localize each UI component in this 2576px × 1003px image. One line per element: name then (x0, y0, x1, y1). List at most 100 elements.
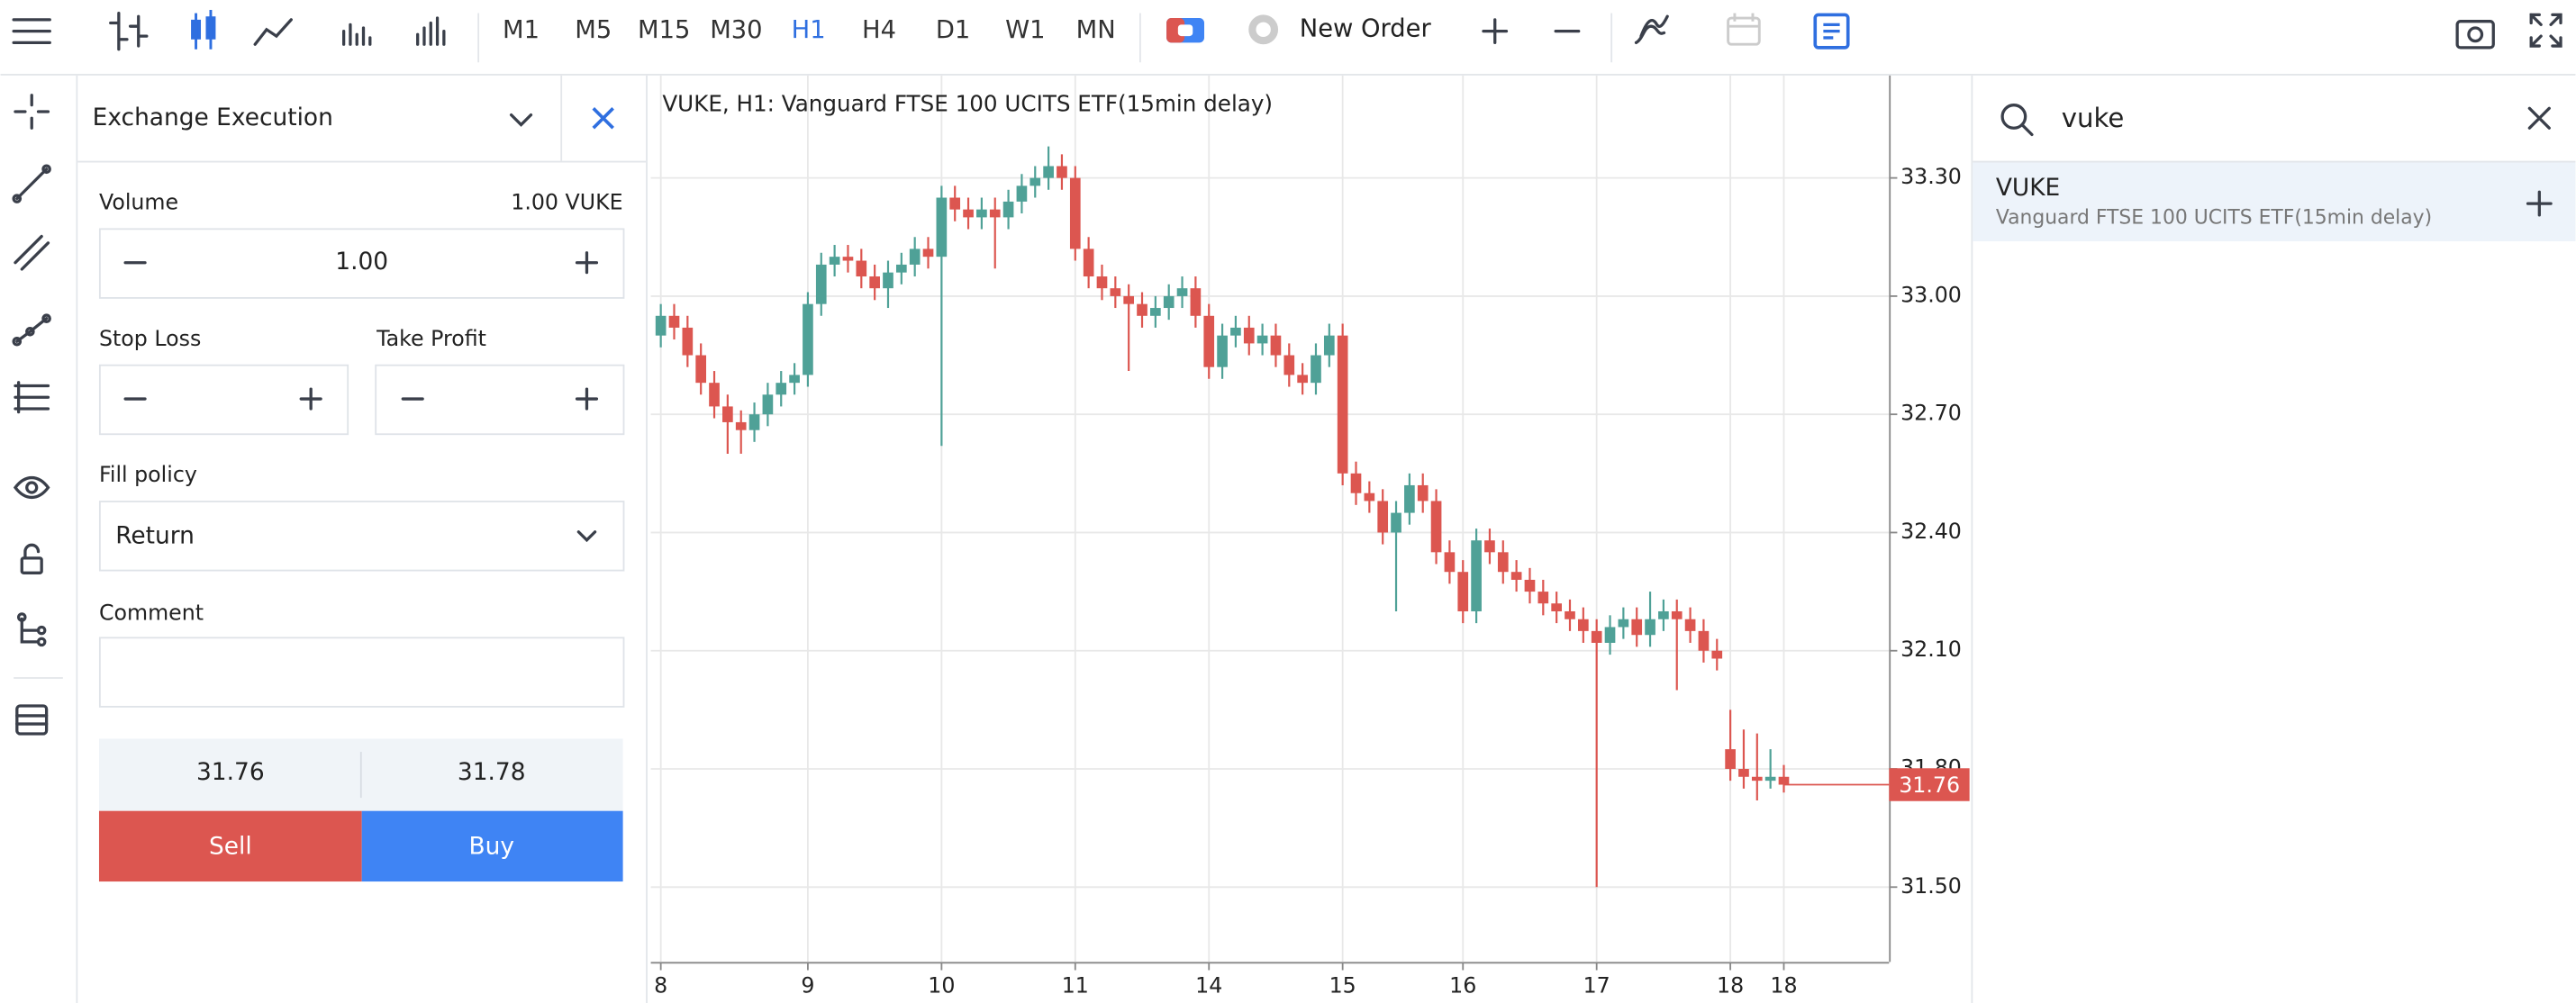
candle-body (1391, 512, 1401, 533)
select-chevron[interactable] (576, 530, 597, 543)
y-tick-label: 32.40 (1900, 519, 1962, 544)
calendar-icon[interactable] (1727, 13, 1761, 46)
candle-body (1217, 335, 1228, 367)
close-icon[interactable] (592, 107, 614, 130)
pitchfork-icon[interactable] (12, 313, 51, 347)
candle-body (883, 272, 893, 289)
fibonacci-icon[interactable] (14, 381, 50, 414)
one-click-icon[interactable] (1166, 18, 1205, 43)
volume-icon[interactable] (341, 23, 372, 46)
trendline-icon[interactable] (12, 164, 51, 203)
zoom-in-icon[interactable] (1482, 18, 1509, 45)
candle-body (1270, 335, 1282, 356)
candle-body (1110, 288, 1121, 296)
candle-body (1711, 650, 1723, 659)
result-description[interactable]: Vanguard FTSE 100 UCITS ETF(15min delay) (1996, 206, 2432, 229)
new-order-label[interactable]: New Order (1300, 14, 1432, 42)
fill-policy-label: Fill policy (99, 462, 197, 487)
timeframe-button[interactable]: M1 (503, 16, 540, 44)
tick-volume-icon[interactable] (416, 16, 446, 46)
channel-icon[interactable] (14, 234, 50, 271)
search-query[interactable]: vuke (2062, 103, 2125, 133)
screenshot-icon[interactable] (2455, 20, 2495, 50)
new-order-button[interactable]: New Order (1248, 14, 1432, 45)
candle-body (1016, 185, 1028, 202)
candles (655, 146, 1790, 888)
candle-body (1764, 776, 1776, 782)
plus-button[interactable] (575, 251, 599, 275)
candle-body (1618, 619, 1629, 628)
timeframe-button[interactable]: MN (1076, 16, 1116, 44)
crosshair-icon[interactable] (14, 94, 50, 130)
fill-policy-value[interactable]: Return (115, 522, 195, 550)
candle-body (1497, 552, 1509, 573)
volume-label: Volume (99, 190, 178, 215)
search-result[interactable] (1973, 162, 2576, 242)
candle-body (1430, 501, 1442, 553)
candle-body (936, 197, 948, 258)
volume-value[interactable]: 1.00 (335, 248, 388, 276)
candle-body (762, 394, 774, 415)
objects-tree-icon[interactable] (16, 612, 47, 647)
sell-button[interactable] (98, 810, 362, 882)
timeframe-button[interactable]: M15 (638, 16, 690, 44)
x-tick-label: 11 (1062, 972, 1089, 998)
y-tick-label: 31.50 (1900, 873, 1962, 899)
candle-body (1524, 579, 1536, 592)
menu-icon[interactable] (12, 18, 51, 45)
timeframe-button[interactable]: W1 (1005, 16, 1045, 44)
candle-body (1163, 295, 1175, 309)
candle-body (1083, 248, 1094, 277)
fullscreen-icon[interactable] (2529, 13, 2562, 48)
candle-body (949, 197, 961, 210)
timeframe-button[interactable]: M30 (710, 16, 762, 44)
timeframe-button[interactable]: D1 (936, 16, 970, 44)
news-icon[interactable] (1813, 13, 1850, 50)
buy-button[interactable] (361, 810, 623, 882)
comment-label: Comment (99, 600, 204, 625)
layers-icon[interactable] (15, 704, 49, 736)
fill-policy-select[interactable] (98, 501, 625, 572)
candle-body (1484, 540, 1495, 553)
candle-body (1537, 592, 1549, 604)
candle-body (1043, 166, 1054, 178)
candle-body (1364, 492, 1375, 502)
clear-search[interactable] (2527, 106, 2551, 130)
stepper-buttons[interactable] (123, 387, 599, 411)
line-chart-icon[interactable] (253, 18, 293, 46)
candle-body (1002, 201, 1014, 218)
candle-body (722, 406, 733, 422)
visibility-icon[interactable] (13, 475, 50, 500)
timeframe-button[interactable]: H1 (792, 16, 826, 44)
add-symbol[interactable] (2526, 190, 2553, 217)
x-tick-label: 9 (801, 972, 814, 998)
volume-input[interactable] (98, 228, 625, 299)
bar-chart-icon[interactable] (109, 11, 149, 51)
candle-body (895, 264, 907, 273)
candle-body (976, 209, 987, 218)
candle-body (1591, 630, 1602, 643)
sell-label[interactable]: Sell (209, 832, 252, 860)
lock-icon[interactable] (20, 543, 43, 574)
candle-chart-icon[interactable] (191, 9, 216, 50)
candle-body (1725, 749, 1736, 770)
candle-body (842, 257, 854, 261)
candle-body (1337, 335, 1348, 474)
candle-body (1565, 610, 1575, 619)
timeframe-button[interactable]: M5 (575, 16, 612, 44)
candle-body (1738, 769, 1749, 777)
candle-body (1631, 619, 1643, 636)
timeframe-button[interactable]: H4 (862, 16, 896, 44)
take-profit-label: Take Profit (376, 326, 486, 351)
order-type[interactable]: Exchange Execution (93, 104, 333, 131)
comment-input[interactable] (98, 637, 625, 708)
buy-label[interactable]: Buy (468, 832, 514, 860)
x-tick-label: 16 (1449, 972, 1476, 998)
order-type-chevron[interactable] (509, 113, 533, 127)
indicators-icon[interactable] (1634, 14, 1669, 45)
result-symbol[interactable]: VUKE (1996, 174, 2060, 202)
candle-body (1578, 619, 1589, 631)
candle-body (856, 260, 867, 277)
y-tick-label: 32.10 (1900, 637, 1962, 662)
